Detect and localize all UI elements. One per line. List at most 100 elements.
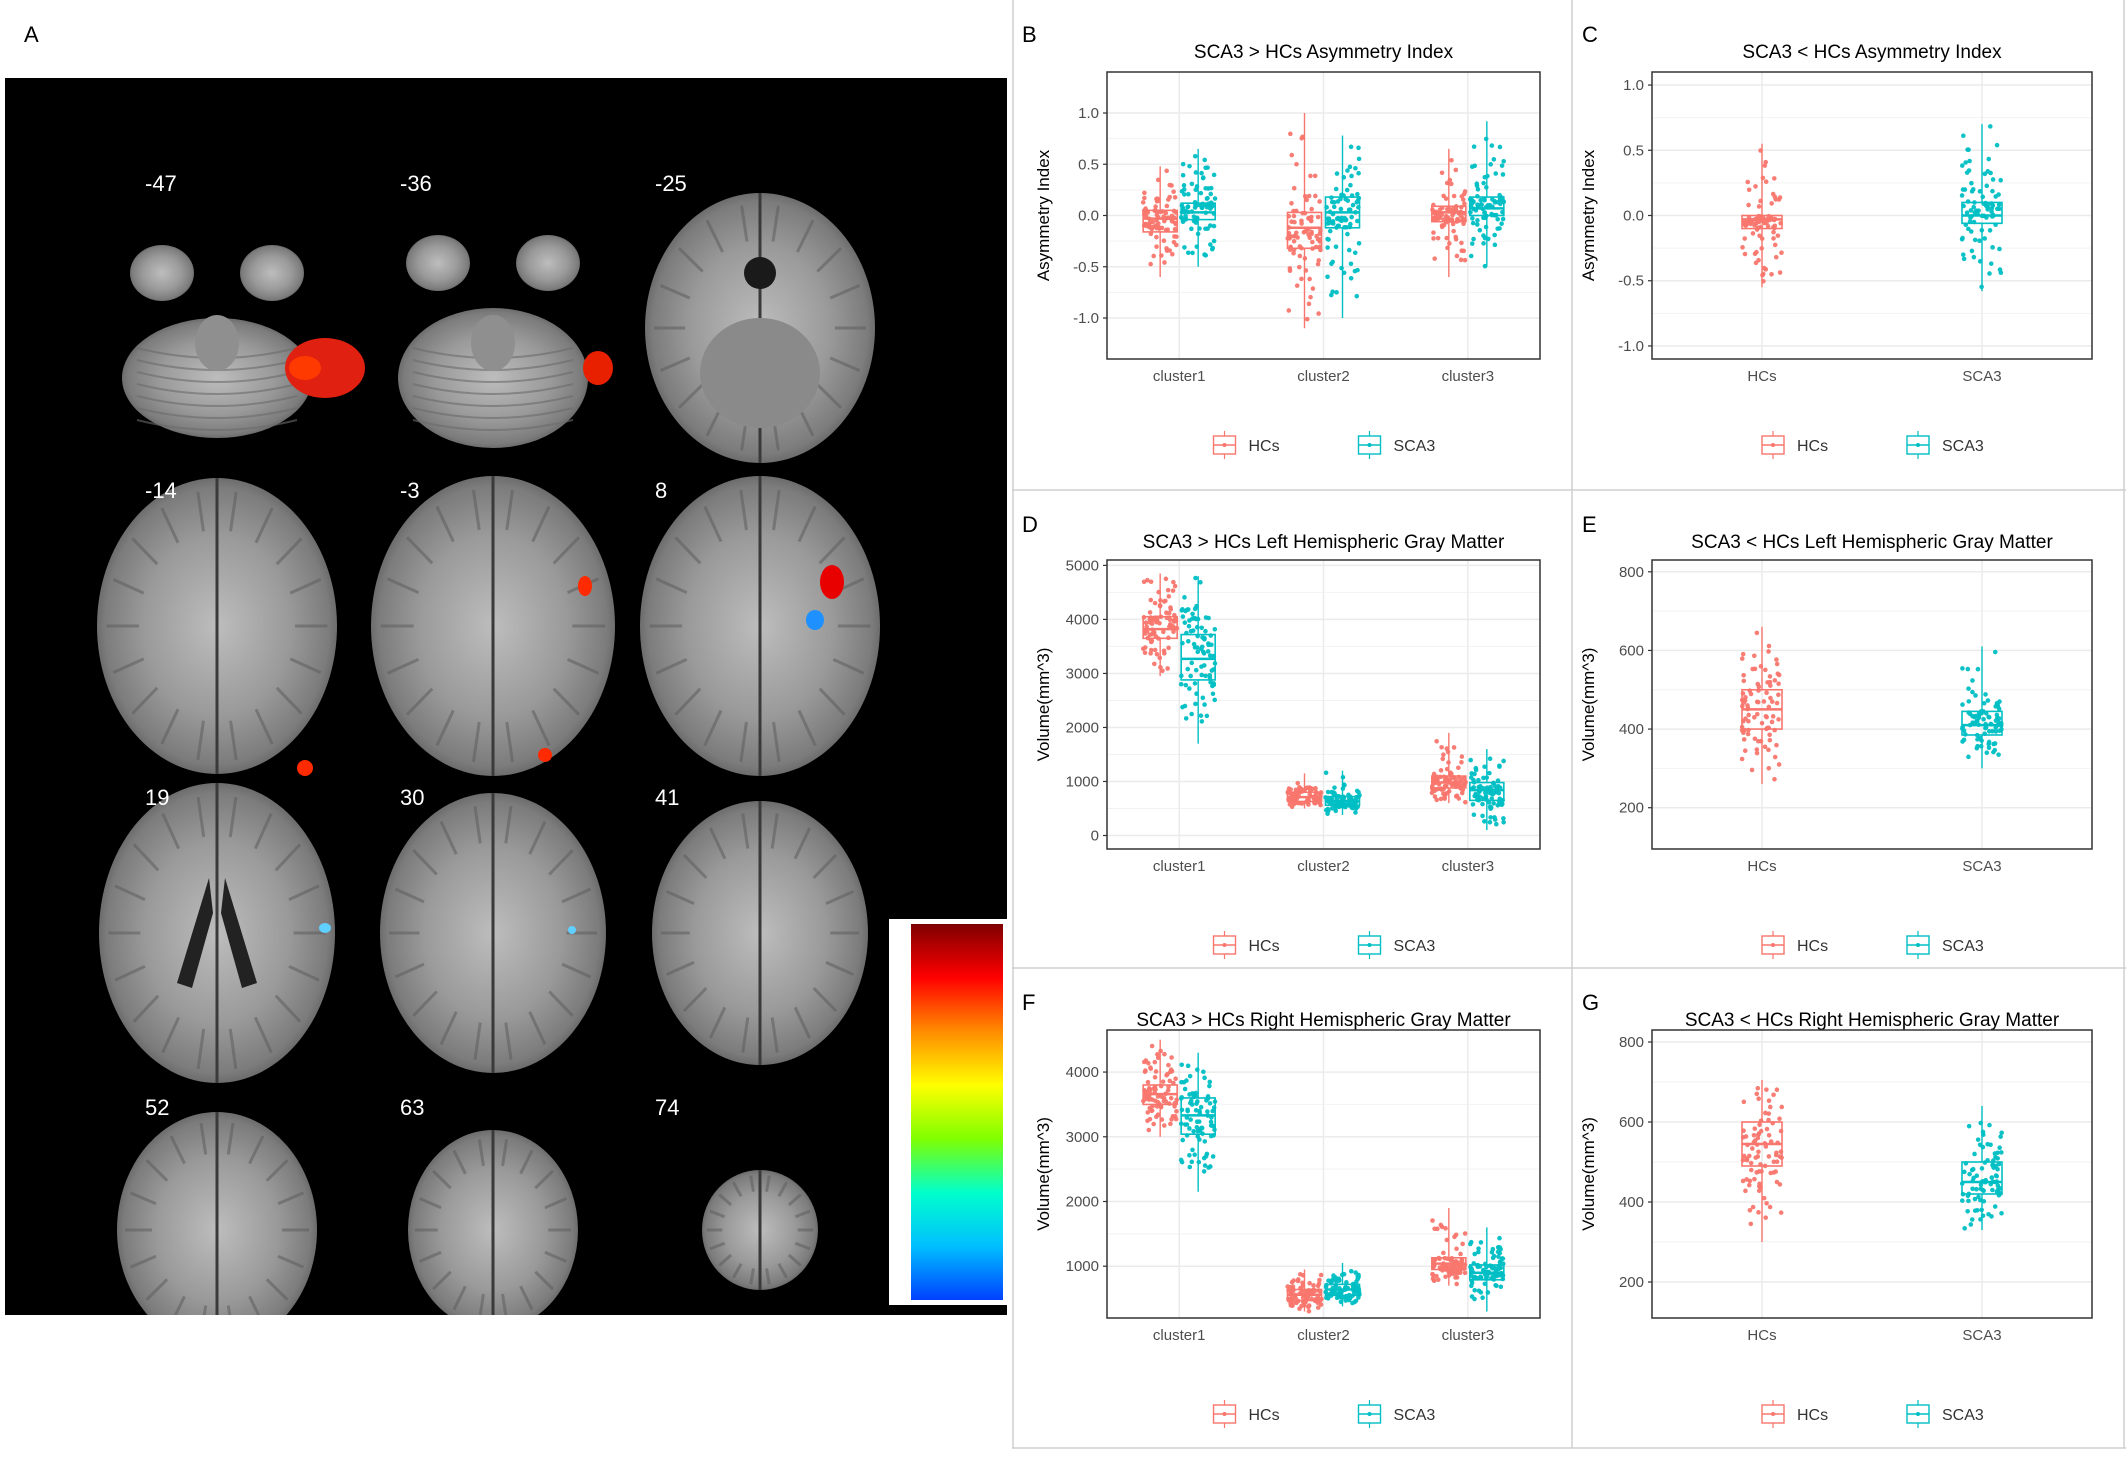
data-point [1959, 163, 1965, 168]
data-point [1192, 681, 1198, 686]
box [1469, 781, 1505, 802]
data-point [1500, 216, 1506, 222]
data-point [1973, 693, 1978, 698]
data-point [1203, 226, 1208, 232]
data-point [1152, 647, 1158, 653]
data-point [1193, 1108, 1199, 1113]
legend-sca3: SCA3 [1906, 1400, 1984, 1428]
y-tick-label: 200 [1619, 1274, 1644, 1291]
legend-hcs: HCs [1212, 431, 1280, 459]
data-point [1208, 205, 1214, 210]
data-point [1161, 629, 1166, 635]
data-point [1482, 819, 1487, 824]
data-point [1755, 1154, 1761, 1159]
data-point [1354, 293, 1360, 299]
data-point [1985, 1141, 1990, 1147]
data-point [1166, 594, 1172, 599]
data-point [1145, 1079, 1151, 1085]
data-point [1168, 1095, 1174, 1101]
data-point [1149, 638, 1155, 644]
x-tick-label: HCs [1747, 858, 1776, 875]
data-point [1959, 1198, 1965, 1203]
data-point [1148, 261, 1153, 267]
legend-label: SCA3 [1942, 938, 1984, 955]
data-point [1151, 253, 1156, 259]
data-point [1210, 245, 1216, 251]
box [1741, 214, 1783, 230]
data-point [1293, 787, 1299, 793]
data-point [1329, 261, 1334, 267]
data-point [1960, 702, 1965, 707]
data-point [1315, 1283, 1321, 1289]
data-point [1469, 1283, 1474, 1289]
data-point [1312, 173, 1318, 179]
data-point [1449, 217, 1455, 222]
data-point [1968, 1222, 1974, 1227]
data-point [1440, 756, 1446, 762]
data-point [1497, 764, 1502, 769]
data-point [1754, 1091, 1760, 1097]
chart-title: SCA3 < HCs Left Hemispheric Gray Matter [1691, 532, 2053, 553]
legend-label: HCs [1249, 438, 1280, 455]
data-point [1988, 170, 1993, 176]
plots-frame [1012, 0, 2126, 1452]
data-point [1143, 1096, 1149, 1102]
data-point [1981, 1188, 1986, 1194]
data-point [1356, 145, 1361, 151]
data-point [1183, 682, 1189, 688]
data-point [1286, 308, 1292, 313]
data-point [1497, 1245, 1503, 1250]
x-tick-label: cluster3 [1442, 858, 1495, 875]
data-point [1772, 242, 1778, 248]
data-point [1178, 1157, 1184, 1163]
data-point [1977, 189, 1983, 194]
data-point [1306, 301, 1312, 307]
data-point [1329, 1279, 1334, 1284]
data-point [1776, 762, 1782, 767]
data-point [1449, 771, 1454, 776]
data-point [1182, 620, 1188, 625]
data-point [1492, 815, 1497, 820]
legend-label: SCA3 [1942, 438, 1984, 455]
box [1961, 201, 2003, 225]
data-point [1763, 159, 1769, 165]
data-point [1462, 1231, 1468, 1236]
legend-hcs: HCs [1761, 1400, 1828, 1428]
box [1431, 205, 1467, 223]
data-point [1959, 236, 1965, 242]
data-point [1489, 143, 1495, 148]
data-point [1315, 214, 1321, 220]
data-point [1459, 1264, 1465, 1269]
data-point [1751, 653, 1757, 659]
data-point [1431, 1278, 1437, 1284]
slice-label: -47 [145, 171, 177, 196]
data-point [1431, 230, 1436, 235]
y-tick-label: 1.0 [1623, 77, 1644, 94]
data-point [1761, 265, 1767, 271]
data-point [1191, 641, 1197, 647]
x-tick-label: cluster3 [1442, 1327, 1495, 1344]
data-point [1468, 1241, 1473, 1247]
data-point [1752, 1176, 1757, 1182]
data-point [1172, 583, 1178, 589]
data-point [1987, 228, 1993, 233]
data-point [1992, 649, 1998, 655]
data-point [1198, 1126, 1203, 1132]
data-point [1473, 767, 1479, 773]
plot-g: G SCA3 < HCs Right Hemispheric Gray Matte… [1572, 968, 2126, 1452]
data-point [1193, 187, 1199, 193]
data-point [1150, 224, 1156, 230]
data-point [1750, 1146, 1755, 1151]
data-point [1194, 1119, 1200, 1124]
data-point [1162, 1051, 1167, 1057]
data-point [1204, 1098, 1209, 1103]
data-point [1288, 131, 1293, 137]
data-point [1334, 171, 1340, 176]
data-point [1155, 1055, 1161, 1061]
data-point [1494, 1283, 1499, 1289]
data-point [1497, 144, 1503, 150]
data-point [1774, 1087, 1780, 1093]
data-point [1149, 631, 1155, 637]
data-point [1461, 248, 1467, 254]
data-point [1301, 229, 1307, 235]
